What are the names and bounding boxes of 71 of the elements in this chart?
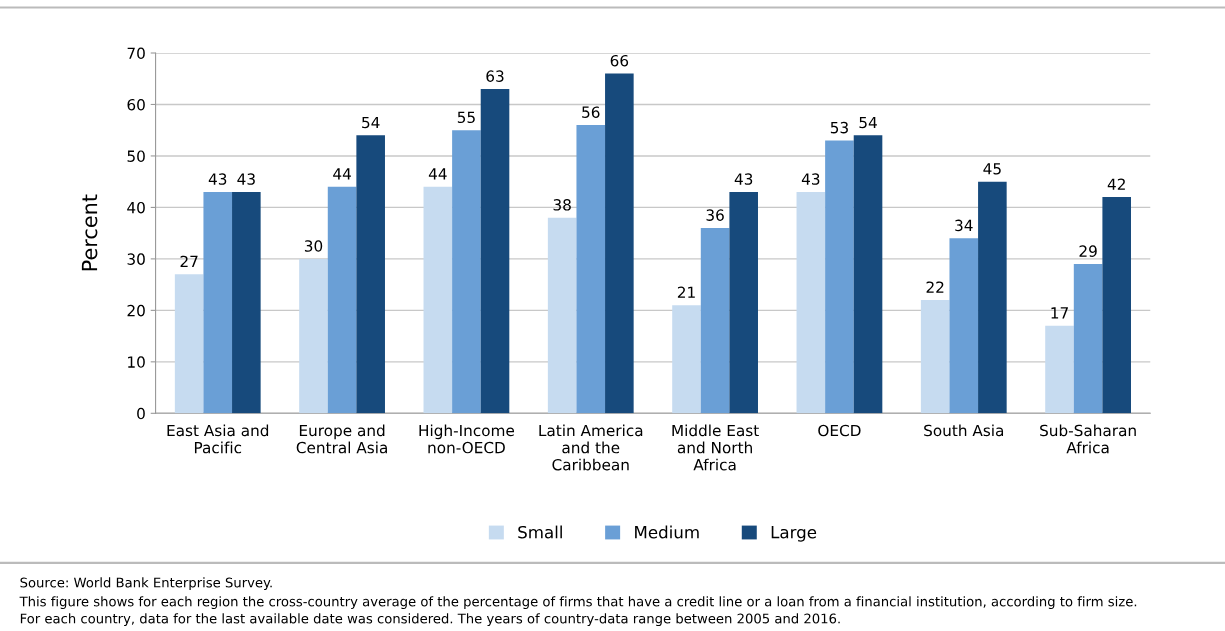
source-note: Source: World Bank Enterprise Survey.	[20, 577, 272, 591]
data-label: 34	[955, 219, 973, 232]
bar	[576, 125, 606, 414]
data-label: 43	[208, 173, 227, 185]
x-tick-label: OECD	[818, 424, 861, 437]
x-tick-label: Latin America and the Caribbean	[539, 424, 643, 471]
data-label: 66	[610, 54, 629, 67]
bar	[423, 186, 453, 414]
bar	[480, 89, 510, 414]
bar	[796, 191, 826, 414]
bar	[547, 217, 577, 414]
data-label: 27	[180, 255, 198, 267]
data-label: 42	[1107, 178, 1125, 190]
data-label: 30	[304, 240, 323, 252]
y-tick-label: 30	[127, 253, 145, 265]
data-label: 38	[553, 199, 571, 211]
bar	[232, 191, 261, 414]
text: For each country, data for the last available date was considered. The years of country-data range between 2005 and 2016.	[20, 613, 840, 627]
y-tick-label: 40	[127, 201, 145, 214]
bar	[203, 191, 233, 414]
data-label: 54	[859, 116, 877, 129]
data-label: 63	[486, 70, 504, 82]
data-label: 29	[1079, 245, 1097, 257]
bar	[978, 181, 1007, 414]
x-tick-label: South Asia	[924, 424, 1004, 437]
x-tick-label: Middle East and North Africa	[672, 424, 759, 471]
data-label: 55	[457, 111, 475, 124]
y-tick-label: 0	[137, 407, 145, 420]
y-tick-label: 20	[127, 304, 145, 317]
text: This figure shows for each region the cross-country average of the percentage of firms that have a credit line or a loan from a financial institution, according to firm size.	[19, 596, 1137, 609]
x-tick-label: Sub-Saharan Africa	[1040, 424, 1136, 454]
bar	[356, 135, 385, 414]
data-label: 43	[237, 173, 255, 185]
legend-label: Large	[771, 526, 817, 542]
bar	[1045, 325, 1074, 414]
y-axis-title: Percent	[81, 194, 98, 271]
legend-label: Medium	[635, 525, 699, 539]
data-label: 44	[333, 168, 351, 180]
bar	[299, 258, 328, 414]
bar	[825, 140, 854, 414]
bar	[605, 73, 634, 414]
x-tick-label: East Asia and Pacific	[167, 424, 269, 454]
x-tick-label: Europe and Central Asia	[296, 424, 387, 454]
data-label: 22	[926, 281, 944, 293]
data-label: 44	[428, 168, 447, 180]
data-label: 43	[801, 173, 820, 185]
bar	[729, 191, 758, 414]
bar	[672, 305, 701, 414]
y-tick-label: 70	[127, 47, 145, 60]
data-label: 56	[582, 106, 600, 118]
bar	[700, 228, 730, 414]
bar	[949, 238, 979, 414]
legend-label: Small	[518, 525, 562, 539]
data-label: 21	[677, 286, 695, 298]
data-label: 54	[362, 116, 380, 129]
data-label: 36	[706, 209, 724, 221]
y-tick-label: 50	[127, 150, 145, 162]
bar	[920, 300, 950, 414]
data-label: 53	[830, 121, 848, 134]
bar	[174, 274, 204, 414]
y-tick-label: 10	[128, 356, 145, 368]
x-tick-label: High-Income non-OECD	[419, 424, 515, 454]
bar	[1073, 264, 1103, 414]
data-label: 45	[983, 163, 1001, 175]
bar	[327, 186, 357, 414]
bar	[1102, 197, 1131, 414]
bar	[452, 130, 481, 414]
y-tick-label: 60	[127, 98, 145, 111]
bar	[853, 135, 883, 414]
data-label: 17	[1051, 307, 1068, 319]
data-label: 43	[734, 173, 753, 185]
